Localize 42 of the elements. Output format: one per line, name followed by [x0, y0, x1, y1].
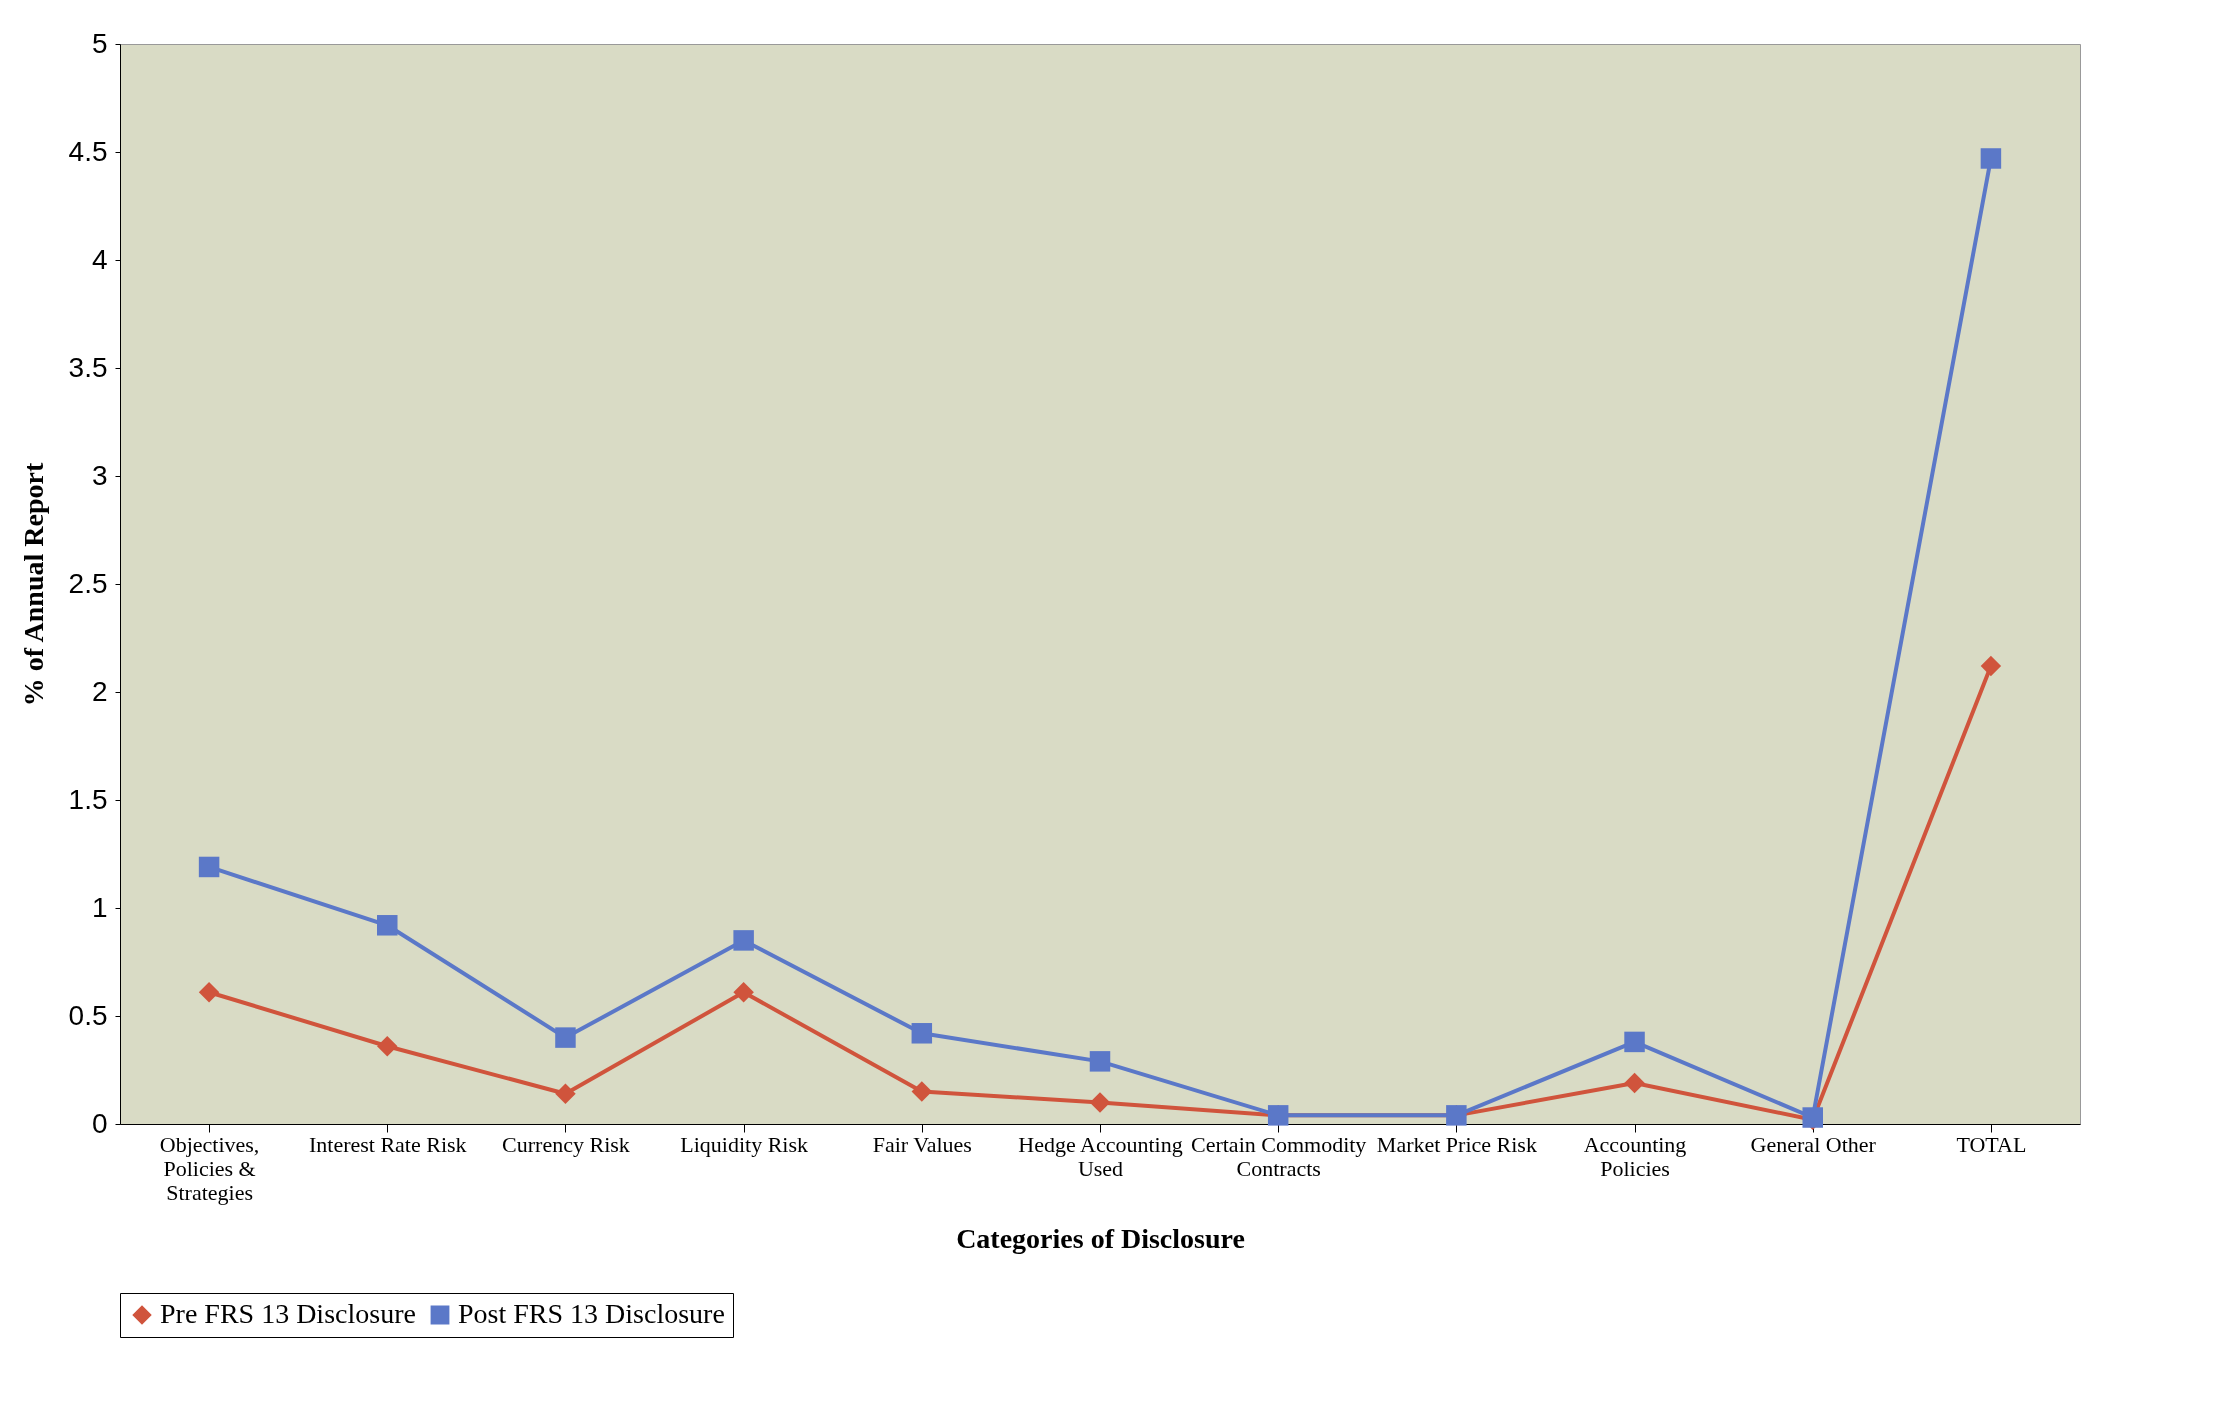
point: [1624, 1031, 1645, 1053]
legend-label: Pre FRS 13 Disclosure: [160, 1298, 416, 1329]
y-tick-label: 4.5: [68, 135, 108, 167]
x-tick-label: Market Price Risk: [1376, 1131, 1537, 1157]
x-tick-label: General Other: [1750, 1131, 1877, 1157]
y-tick-label: 3: [91, 459, 108, 491]
point: [733, 981, 754, 1003]
y-tick-label: 1: [91, 891, 108, 923]
point: [377, 1035, 398, 1057]
point: [555, 1083, 576, 1105]
legend-label: Post FRS 13 Disclosure: [458, 1298, 725, 1329]
point: [377, 915, 398, 936]
point: [1980, 148, 2002, 169]
y-tick-label: 0.5: [68, 999, 108, 1031]
y-tick-label: 3.5: [68, 351, 108, 383]
y-tick-label: 4: [91, 243, 108, 275]
x-tick-label: TOTAL: [1956, 1131, 2027, 1157]
x-tick-label: Fair Values: [872, 1131, 972, 1157]
x-tick-label: Hedge Accounting Used: [1018, 1131, 1183, 1181]
x-tick-label: Objectives, Policies & Strategies: [159, 1131, 260, 1205]
y-tick-label: 2.5: [68, 567, 108, 599]
point: [911, 1023, 933, 1044]
x-tick-label: Interest Rate Risk: [308, 1131, 467, 1157]
point: [1980, 655, 2002, 677]
x-tick-label: Certain Commodity Contracts: [1190, 1131, 1367, 1181]
y-axis-title: % of Annual Report: [17, 462, 49, 707]
x-tick-label: Liquidity Risk: [680, 1131, 809, 1157]
x-tick-label: Accounting Policies: [1583, 1131, 1687, 1181]
point: [555, 1027, 576, 1048]
y-tick-label: 0: [91, 1107, 108, 1139]
x-axis-title: Categories of Disclosure: [956, 1222, 1245, 1254]
point: [198, 856, 220, 878]
point: [733, 930, 754, 951]
point: [1089, 1051, 1111, 1072]
point: [198, 981, 220, 1003]
point: [1624, 1072, 1645, 1094]
x-tick-label: Currency Risk: [502, 1131, 630, 1157]
y-tick-label: 1.5: [68, 783, 108, 815]
y-tick-label: 5: [91, 27, 108, 59]
point: [911, 1081, 933, 1102]
y-tick-label: 2: [91, 675, 108, 707]
point: [1089, 1092, 1111, 1113]
